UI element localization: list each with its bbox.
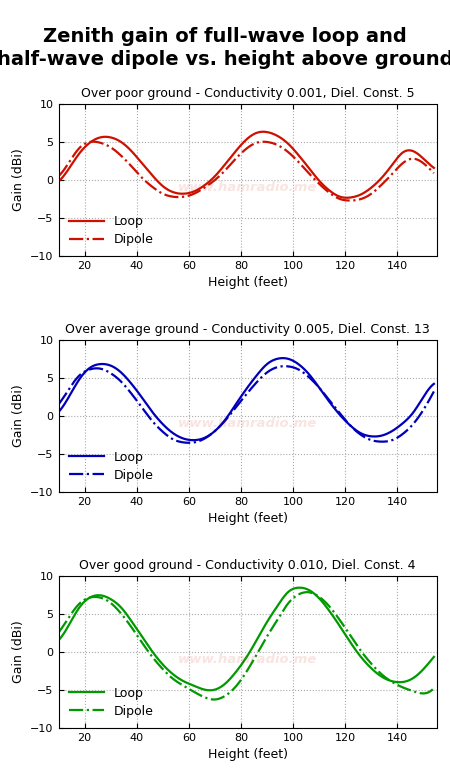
Line: Dipole: Dipole <box>58 367 434 443</box>
Dipole <box>365 192 370 201</box>
Dipole <box>237 398 243 407</box>
Text: www.hamradio.me: www.hamradio.me <box>178 181 317 194</box>
Legend: Loop, Dipole: Loop, Dipole <box>65 211 157 249</box>
Loop <box>297 583 302 592</box>
Dipole <box>235 152 240 162</box>
Dipole <box>431 387 436 396</box>
Loop <box>261 127 266 136</box>
Dipole <box>235 400 240 410</box>
Y-axis label: Gain (dBi): Gain (dBi) <box>12 620 25 683</box>
Dipole <box>347 196 352 205</box>
Dipole <box>235 680 240 689</box>
Title: Over average ground - Conductivity 0.005, Diel. Const. 13: Over average ground - Conductivity 0.005… <box>65 323 430 336</box>
Dipole <box>212 695 217 704</box>
Loop <box>260 625 265 634</box>
Title: Over good ground - Conductivity 0.010, Diel. Const. 4: Over good ground - Conductivity 0.010, D… <box>79 558 416 571</box>
X-axis label: Height (feet): Height (feet) <box>207 276 288 290</box>
Loop <box>235 397 240 407</box>
Line: Loop: Loop <box>58 588 434 690</box>
Loop <box>237 393 243 403</box>
Y-axis label: Gain (dBi): Gain (dBi) <box>12 149 25 212</box>
Loop <box>431 163 436 172</box>
Loop <box>236 142 242 152</box>
Loop <box>260 364 265 373</box>
Loop <box>423 388 429 397</box>
Dipole <box>280 362 285 371</box>
Loop <box>280 353 285 363</box>
Loop <box>190 436 196 445</box>
Loop <box>259 127 264 136</box>
Legend: Loop, Dipole: Loop, Dipole <box>65 683 157 721</box>
Dipole <box>423 161 429 170</box>
Loop <box>365 431 370 440</box>
Dipole <box>90 137 96 146</box>
Dipole <box>280 607 285 616</box>
Loop <box>56 177 61 186</box>
Line: Dipole: Dipole <box>58 592 434 699</box>
Dipole <box>431 684 436 693</box>
Text: Zenith gain of full-wave loop and
half-wave dipole vs. height above ground: Zenith gain of full-wave loop and half-w… <box>0 27 450 69</box>
Loop <box>280 594 285 603</box>
Y-axis label: Gain (dBi): Gain (dBi) <box>12 384 25 447</box>
Loop <box>280 135 285 144</box>
Dipole <box>304 588 310 597</box>
Loop <box>431 652 436 661</box>
Loop <box>423 661 429 671</box>
Loop <box>431 380 436 389</box>
Dipole <box>365 655 370 665</box>
Loop <box>344 193 349 203</box>
Loop <box>423 157 429 166</box>
Loop <box>207 685 212 695</box>
Loop <box>56 407 61 417</box>
Line: Loop: Loop <box>58 358 434 440</box>
Dipole <box>260 137 265 146</box>
Dipole <box>237 677 243 686</box>
Text: www.hamradio.me: www.hamradio.me <box>178 653 317 666</box>
Dipole <box>237 150 243 159</box>
Dipole <box>187 438 192 447</box>
Dipole <box>423 688 429 698</box>
Text: www.hamradio.me: www.hamradio.me <box>178 417 317 430</box>
Dipole <box>365 434 370 444</box>
Dipole <box>56 628 61 638</box>
Dipole <box>280 143 285 152</box>
Dipole <box>56 172 61 181</box>
Line: Dipole: Dipole <box>58 142 434 200</box>
Dipole <box>56 400 61 409</box>
Dipole <box>423 400 429 410</box>
Dipole <box>282 362 288 371</box>
Loop <box>234 146 239 155</box>
Title: Over poor ground - Conductivity 0.001, Diel. Const. 5: Over poor ground - Conductivity 0.001, D… <box>81 87 414 100</box>
X-axis label: Height (feet): Height (feet) <box>207 748 288 761</box>
Loop <box>56 635 61 644</box>
Loop <box>365 186 370 195</box>
Dipole <box>260 640 265 649</box>
Line: Loop: Loop <box>58 132 434 198</box>
Legend: Loop, Dipole: Loop, Dipole <box>65 447 157 486</box>
Loop <box>365 660 370 669</box>
Loop <box>237 662 243 671</box>
Dipole <box>431 169 436 178</box>
X-axis label: Height (feet): Height (feet) <box>207 512 288 525</box>
Dipole <box>260 372 265 381</box>
Loop <box>235 665 240 675</box>
Loop <box>281 353 286 363</box>
